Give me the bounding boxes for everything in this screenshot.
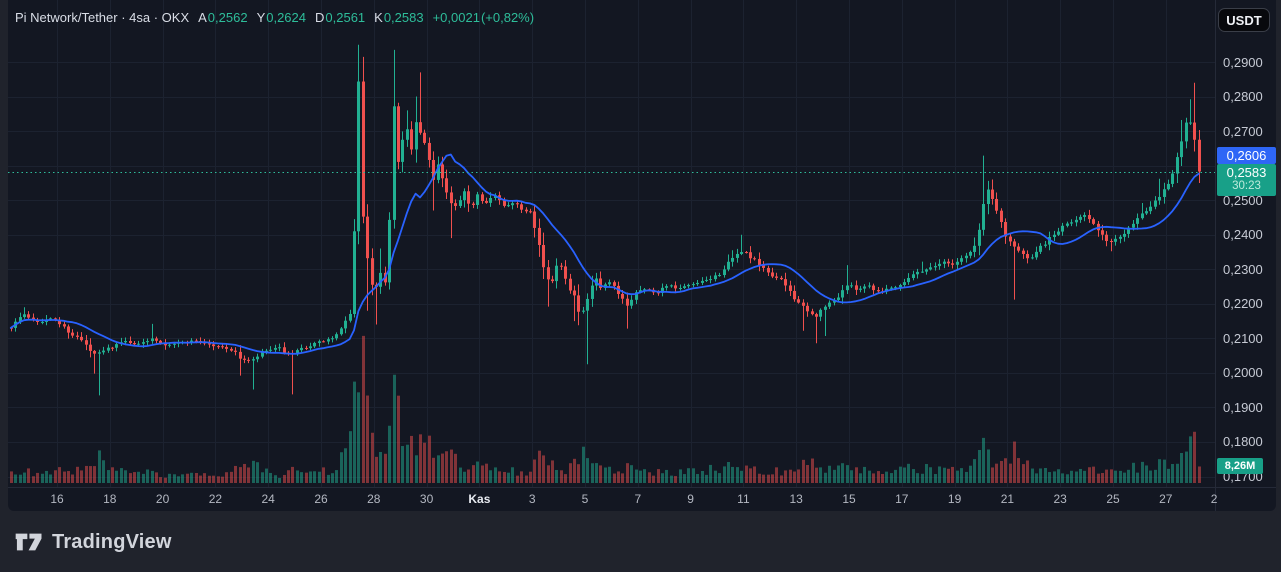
candlestick-chart[interactable] bbox=[8, 0, 1276, 511]
time-tick-label: 3 bbox=[528, 492, 536, 506]
change: +0,0021 (+0,82%) bbox=[433, 10, 534, 25]
time-tick-label: 24 bbox=[261, 492, 275, 506]
tradingview-logo-text: TradingView bbox=[52, 530, 172, 553]
open-value: 0,2562 bbox=[207, 9, 248, 25]
price-tick-label: 0,1900 bbox=[1223, 399, 1263, 415]
ohlc-low: D 0,2561 bbox=[315, 10, 365, 25]
last-price-value: 0,2583 bbox=[1226, 165, 1267, 180]
ohlc-close: K 0,2583 bbox=[374, 10, 423, 25]
ohlc-open: A 0,2562 bbox=[198, 10, 247, 25]
low-label: D bbox=[315, 9, 325, 25]
time-tick-label: 20 bbox=[155, 492, 170, 506]
time-tick-label: 5 bbox=[581, 492, 589, 506]
bar-countdown: 30:23 bbox=[1232, 180, 1261, 192]
time-tick-label: 28 bbox=[367, 492, 381, 506]
time-tick-label: 26 bbox=[314, 492, 328, 506]
price-tick-label: 0,2000 bbox=[1223, 365, 1263, 381]
ma-value-badge: 0,2606 bbox=[1217, 147, 1276, 164]
time-tick-label: 30 bbox=[419, 492, 434, 506]
change-percent: (+0,82%) bbox=[480, 9, 535, 25]
symbol-title[interactable]: Pi Network/Tether · 4sa · OKX bbox=[15, 9, 190, 25]
time-tick-label: 7 bbox=[634, 492, 642, 506]
chart-widget: Pi Network/Tether · 4sa · OKX A 0,2562 Y… bbox=[8, 0, 1276, 511]
time-tick-label: 18 bbox=[103, 492, 117, 506]
price-tick-label: 0,2900 bbox=[1223, 54, 1263, 70]
time-tick-label: Kas bbox=[468, 492, 491, 506]
time-tick-label: 13 bbox=[789, 492, 803, 506]
price-tick-label: 0,2100 bbox=[1223, 330, 1263, 346]
time-tick-label: 21 bbox=[1000, 492, 1015, 506]
time-tick-label: 27 bbox=[1159, 492, 1173, 506]
volume-badge: 8,26M bbox=[1217, 458, 1263, 475]
time-tick-label: 23 bbox=[1053, 492, 1067, 506]
ohlc-high: Y 0,2624 bbox=[257, 10, 306, 25]
high-label: Y bbox=[256, 9, 266, 25]
price-tick-label: 0,2800 bbox=[1223, 89, 1263, 105]
high-value: 0,2624 bbox=[266, 9, 306, 25]
time-tick-label: 17 bbox=[895, 492, 909, 506]
price-tick-label: 0,2500 bbox=[1223, 192, 1263, 208]
time-tick-label: 16 bbox=[50, 492, 64, 506]
price-tick-label: 0,1800 bbox=[1223, 434, 1263, 450]
low-value: 0,2561 bbox=[325, 9, 366, 25]
ma-badge-value: 0,2606 bbox=[1226, 148, 1267, 163]
volume-badge-value: 8,26M bbox=[1224, 460, 1256, 473]
tradingview-logo-icon bbox=[15, 533, 42, 551]
price-tick-label: 0,2200 bbox=[1223, 296, 1263, 312]
close-value: 0,2583 bbox=[383, 9, 424, 25]
time-tick-label: 15 bbox=[842, 492, 856, 506]
symbol-header: Pi Network/Tether · 4sa · OKX A 0,2562 Y… bbox=[15, 8, 534, 26]
price-tick-label: 0,2700 bbox=[1223, 123, 1263, 139]
price-tick-label: 0,2400 bbox=[1223, 227, 1263, 243]
last-price-badge: 0,2583 30:23 bbox=[1217, 164, 1276, 196]
close-label: K bbox=[374, 9, 383, 25]
time-tick-label: 9 bbox=[687, 492, 694, 506]
time-tick-label: 2 bbox=[1210, 492, 1218, 506]
tradingview-attribution[interactable]: TradingView bbox=[14, 526, 172, 558]
change-value: +0,0021 bbox=[432, 9, 480, 25]
open-label: A bbox=[198, 9, 207, 25]
currency-toggle-button[interactable]: USDT bbox=[1218, 8, 1270, 32]
time-tick-label: 11 bbox=[737, 492, 750, 506]
time-tick-label: 22 bbox=[208, 492, 223, 506]
time-tick-label: 19 bbox=[947, 492, 962, 506]
price-tick-label: 0,2300 bbox=[1223, 261, 1263, 277]
time-tick-label: 25 bbox=[1106, 492, 1120, 506]
